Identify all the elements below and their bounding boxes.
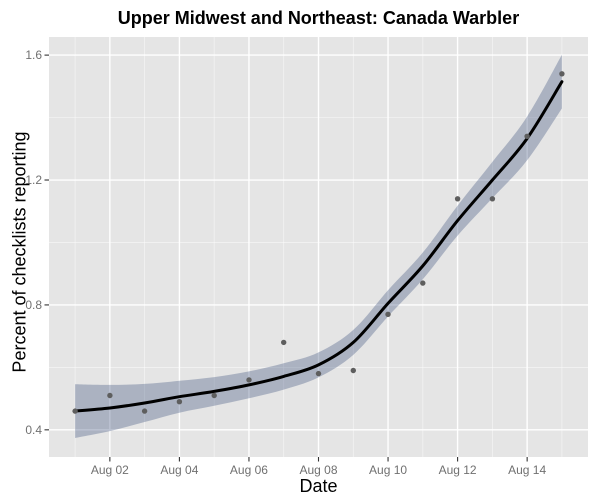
x-axis-title: Date (299, 476, 338, 496)
x-tick-label: Aug 04 (160, 463, 199, 477)
data-point (315, 370, 322, 377)
data-point (350, 367, 356, 374)
data-point (246, 377, 252, 383)
x-tick-label: Aug 10 (369, 463, 408, 477)
confidence-band (75, 54, 562, 439)
y-axis-title: Percent of checklists reporting (9, 131, 30, 373)
data-point (281, 339, 287, 346)
x-tick-label: Aug 02 (90, 463, 129, 477)
y-tick-label: 1.6 (25, 48, 42, 63)
chart-title: Upper Midwest and Northeast: Canada Warb… (117, 8, 520, 28)
x-tick-label: Aug 06 (229, 463, 268, 477)
x-tick-label: Aug 08 (299, 463, 338, 477)
data-point (211, 392, 217, 399)
x-tick-label: Aug 14 (508, 463, 547, 477)
data-point (524, 133, 530, 139)
data-point (141, 408, 148, 414)
data-point (176, 399, 183, 405)
data-point (385, 311, 391, 317)
data-point (107, 392, 113, 399)
data-point (489, 196, 496, 202)
y-tick-label: 0.4 (25, 422, 42, 437)
data-point (420, 280, 426, 286)
y-tick-label: 0.8 (25, 297, 42, 312)
data-point (559, 71, 565, 77)
data-point (72, 408, 78, 414)
trend-line (73, 80, 564, 413)
data-point (454, 196, 461, 202)
y-tick-label: 1.2 (25, 173, 42, 188)
x-tick-label: Aug 12 (438, 463, 477, 477)
